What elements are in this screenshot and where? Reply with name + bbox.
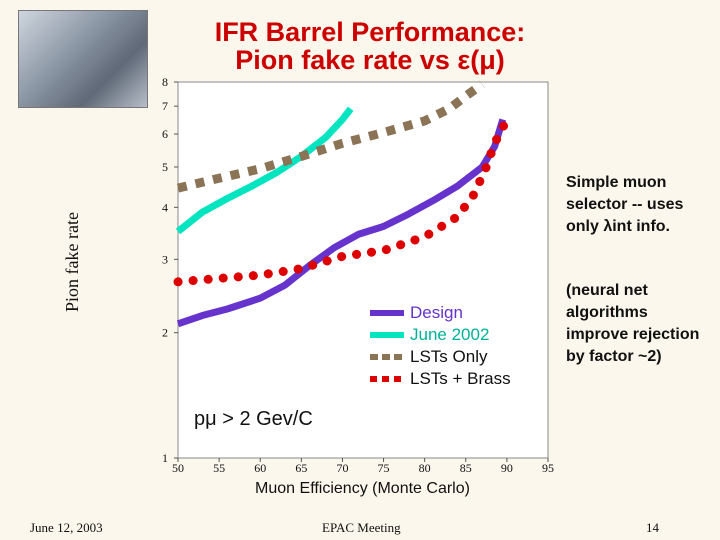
- legend-label-june-2002: June 2002: [410, 325, 490, 344]
- legend-label-lsts-brass: LSTs + Brass: [410, 369, 511, 388]
- x-tick-label: 75: [378, 461, 390, 475]
- title-line-2: Pion fake rate vs ε(μ): [235, 45, 505, 75]
- y-tick-label: 7: [162, 99, 168, 113]
- legend-item-design: Design: [370, 302, 550, 324]
- y-tick-label: 6: [162, 127, 168, 141]
- legend-swatch-design: [370, 310, 404, 316]
- y-tick-label: 4: [162, 200, 168, 214]
- legend: Design June 2002 LSTs Only LSTs + Brass: [370, 302, 550, 390]
- momentum-cut-label: pμ > 2 Gev/C: [194, 408, 313, 430]
- y-tick-label: 8: [162, 75, 168, 89]
- plot-area: [177, 81, 549, 459]
- x-tick-label: 70: [336, 461, 348, 475]
- legend-swatch-lsts-only: [370, 354, 404, 360]
- y-tick-label: 2: [162, 326, 168, 340]
- detector-photo: [18, 10, 148, 108]
- x-tick-label: 85: [460, 461, 472, 475]
- legend-item-lsts-brass: LSTs + Brass: [370, 368, 550, 390]
- y-tick-label: 3: [162, 252, 168, 266]
- x-tick-label: 95: [542, 461, 554, 475]
- legend-item-lsts-only: LSTs Only: [370, 346, 550, 368]
- y-tick-label: 1: [162, 451, 168, 465]
- x-tick-label: 60: [254, 461, 266, 475]
- y-tick-label: 5: [162, 160, 168, 174]
- legend-swatch-lsts-brass: [370, 376, 404, 382]
- legend-label-design: Design: [410, 303, 463, 322]
- slide-title: IFR Barrel Performance: Pion fake rate v…: [160, 18, 580, 74]
- x-tick-label: 55: [213, 461, 225, 475]
- x-tick-label: 65: [295, 461, 307, 475]
- x-tick-label: 90: [501, 461, 513, 475]
- title-line-1: IFR Barrel Performance:: [214, 17, 526, 47]
- x-tick-label: 50: [172, 461, 184, 475]
- x-axis-title: Muon Efficiency (Monte Carlo): [255, 480, 470, 497]
- legend-item-june-2002: June 2002: [370, 324, 550, 346]
- x-tick-label: 80: [419, 461, 431, 475]
- footer-date: June 12, 2003: [30, 520, 103, 535]
- series-line-2: [176, 80, 485, 193]
- series-line-3: [173, 115, 512, 287]
- legend-label-lsts-only: LSTs Only: [410, 347, 488, 366]
- series-line-0: [176, 118, 507, 328]
- y-axis-title: Pion fake rate: [62, 212, 82, 312]
- footer-page-number: 14: [646, 520, 659, 535]
- note-neural-net: (neural net algorithms improve rejection…: [566, 282, 700, 365]
- note-simple-selector: Simple muon selector -- uses only λint i…: [566, 174, 684, 235]
- legend-swatch-june-2002: [370, 332, 404, 338]
- footer-meeting: EPAC Meeting: [322, 520, 401, 535]
- series-line-1: [175, 106, 354, 235]
